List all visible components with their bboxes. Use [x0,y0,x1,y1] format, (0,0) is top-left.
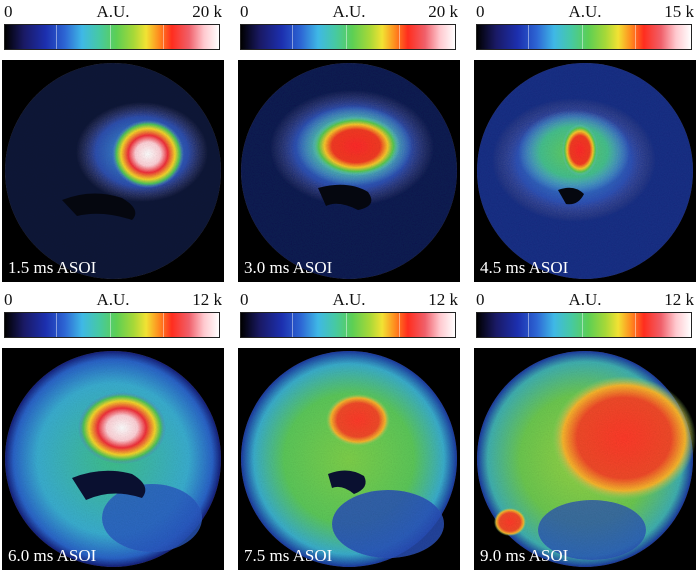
color-scale: 0 A.U. 20 k [2,0,224,56]
panel-6: 0 A.U. 12 k 9.0 ms ASOI [472,288,698,570]
color-scale: 0 A.U. 20 k [238,0,460,56]
color-scale: 0 A.U. 15 k [474,0,696,56]
color-scale: 0 A.U. 12 k [2,288,224,344]
scale-max-label: 12 k [192,290,222,309]
color-scale: 0 A.U. 12 k [474,288,696,344]
time-label: 6.0 ms ASOI [8,546,97,565]
colorbar [4,312,220,338]
panel-5: 0 A.U. 12 k 7.5 ms ASOI [236,288,462,570]
flame-image: 4.5 ms ASOI [474,60,696,282]
flame-image: 9.0 ms ASOI [474,348,696,570]
panel-2: 0 A.U. 20 k 3.0 ms ASOI [236,0,462,282]
flame-image: 7.5 ms ASOI [238,348,460,570]
flame-image: 3.0 ms ASOI [238,60,460,282]
colorbar [4,24,220,50]
scale-max-label: 20 k [428,2,458,21]
scale-unit-label: A.U. [332,2,366,21]
time-label: 9.0 ms ASOI [480,546,569,565]
scale-unit-label: A.U. [332,290,366,309]
scale-unit-label: A.U. [96,2,130,21]
scale-max-label: 12 k [664,290,694,309]
scale-min-label: 0 [4,2,13,21]
scale-min-label: 0 [240,290,249,309]
flame-image: 1.5 ms ASOI [2,60,224,282]
panel-3: 0 A.U. 15 k 4.5 ms ASOI [472,0,698,282]
flame-image: 6.0 ms ASOI [2,348,224,570]
scale-max-label: 15 k [664,2,694,21]
time-label: 1.5 ms ASOI [8,258,97,277]
scale-min-label: 0 [4,290,13,309]
scale-min-label: 0 [240,2,249,21]
colorbar [476,312,692,338]
scale-max-label: 20 k [192,2,222,21]
time-label: 4.5 ms ASOI [480,258,569,277]
scale-max-label: 12 k [428,290,458,309]
colorbar [476,24,692,50]
panel-1: 0 A.U. 20 k 1.5 ms ASOI [0,0,226,282]
colorbar [240,24,456,50]
time-label: 3.0 ms ASOI [244,258,333,277]
scale-min-label: 0 [476,290,485,309]
scale-unit-label: A.U. [568,290,602,309]
panel-4: 0 A.U. 12 k 6.0 ms ASOI [0,288,226,570]
time-label: 7.5 ms ASOI [244,546,333,565]
scale-unit-label: A.U. [96,290,130,309]
color-scale: 0 A.U. 12 k [238,288,460,344]
colorbar [240,312,456,338]
scale-min-label: 0 [476,2,485,21]
scale-unit-label: A.U. [568,2,602,21]
